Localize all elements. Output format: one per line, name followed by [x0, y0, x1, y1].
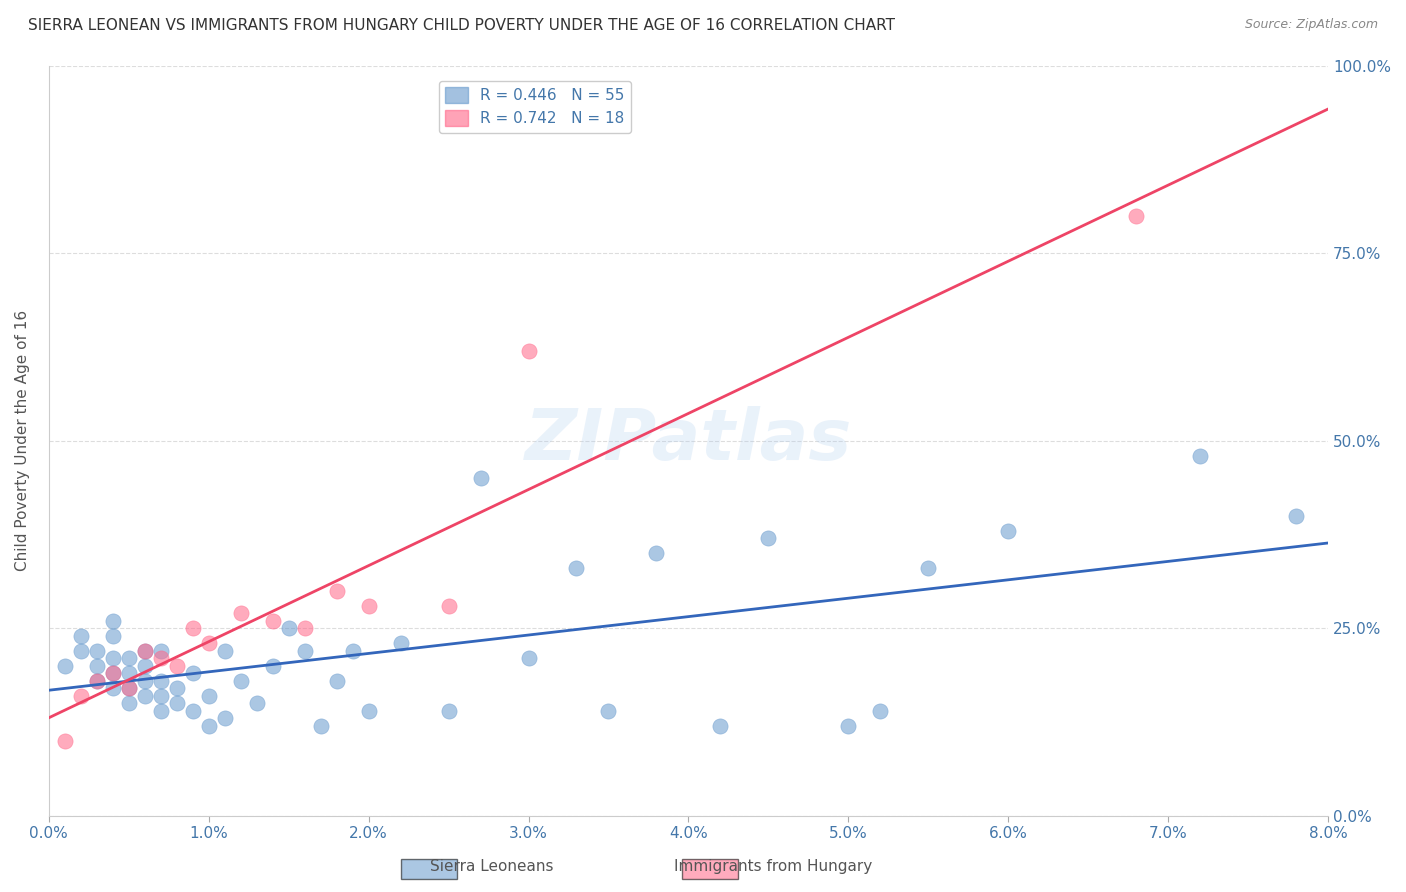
Point [53, 658, 76, 673]
Point [294, 621, 316, 635]
Point [389, 636, 412, 650]
Point [917, 561, 939, 575]
Point [118, 681, 141, 696]
Point [1189, 449, 1212, 463]
Point [166, 658, 188, 673]
Point [134, 673, 156, 688]
Point [69, 629, 91, 643]
Point [181, 666, 204, 681]
Text: Immigrants from Hungary: Immigrants from Hungary [673, 859, 873, 874]
Point [101, 629, 124, 643]
Point [357, 704, 380, 718]
Point [565, 561, 588, 575]
Point [262, 658, 284, 673]
Point [197, 719, 219, 733]
Point [181, 621, 204, 635]
Point [101, 681, 124, 696]
Point [86, 644, 108, 658]
Point [134, 644, 156, 658]
Point [101, 651, 124, 665]
Point [309, 719, 332, 733]
Point [709, 719, 731, 733]
Point [357, 599, 380, 613]
Point [277, 621, 299, 635]
Point [214, 711, 236, 725]
Point [645, 546, 668, 560]
Point [517, 651, 540, 665]
Point [86, 658, 108, 673]
Point [53, 734, 76, 748]
Point [101, 666, 124, 681]
Point [294, 644, 316, 658]
Point [437, 599, 460, 613]
Point [69, 644, 91, 658]
Point [262, 614, 284, 628]
Point [517, 343, 540, 358]
Point [246, 697, 269, 711]
Point [69, 689, 91, 703]
Point [758, 531, 780, 545]
Point [134, 644, 156, 658]
Point [118, 666, 141, 681]
Point [149, 651, 172, 665]
Point [869, 704, 891, 718]
Point [134, 658, 156, 673]
Point [470, 471, 492, 485]
Point [437, 704, 460, 718]
Point [118, 651, 141, 665]
Point [229, 673, 252, 688]
Point [229, 607, 252, 621]
Point [86, 673, 108, 688]
Point [325, 583, 347, 598]
Point [837, 719, 859, 733]
Point [149, 704, 172, 718]
Point [118, 681, 141, 696]
Point [86, 673, 108, 688]
Text: ZIPatlas: ZIPatlas [524, 406, 852, 475]
Point [342, 644, 364, 658]
Point [118, 697, 141, 711]
Point [134, 689, 156, 703]
Point [181, 704, 204, 718]
Point [101, 666, 124, 681]
Y-axis label: Child Poverty Under the Age of 16: Child Poverty Under the Age of 16 [15, 310, 30, 571]
Point [197, 636, 219, 650]
Point [325, 673, 347, 688]
Point [166, 697, 188, 711]
Point [214, 644, 236, 658]
Point [1285, 508, 1308, 523]
Point [166, 681, 188, 696]
Point [101, 614, 124, 628]
Text: Sierra Leoneans: Sierra Leoneans [430, 859, 554, 874]
Legend: R = 0.446   N = 55, R = 0.742   N = 18: R = 0.446 N = 55, R = 0.742 N = 18 [439, 81, 631, 133]
Text: Source: ZipAtlas.com: Source: ZipAtlas.com [1244, 18, 1378, 31]
Point [997, 524, 1019, 538]
Point [149, 673, 172, 688]
Point [197, 689, 219, 703]
Point [598, 704, 620, 718]
Text: SIERRA LEONEAN VS IMMIGRANTS FROM HUNGARY CHILD POVERTY UNDER THE AGE OF 16 CORR: SIERRA LEONEAN VS IMMIGRANTS FROM HUNGAR… [28, 18, 896, 33]
Point [149, 689, 172, 703]
Point [1125, 209, 1147, 223]
Point [149, 644, 172, 658]
